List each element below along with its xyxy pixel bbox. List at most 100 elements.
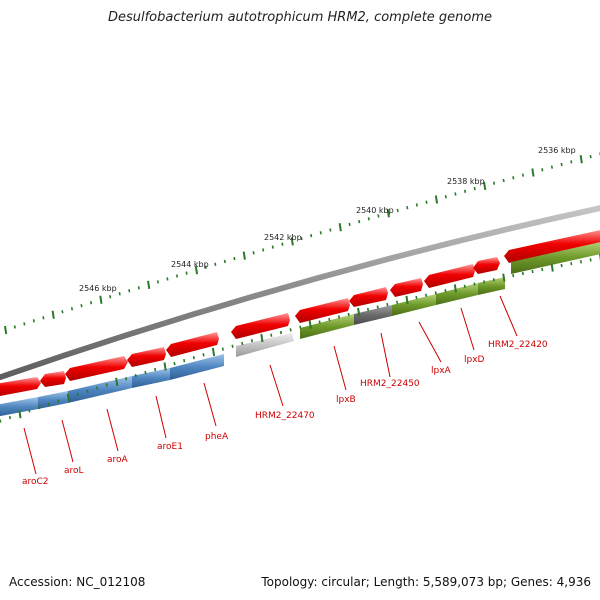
inner-tick	[550, 263, 554, 272]
ruler-tick	[137, 286, 140, 290]
gene-label-HRM2_22450[interactable]: HRM2_22450	[360, 379, 420, 389]
ruler-tick	[483, 181, 487, 191]
ruler-tick	[560, 162, 563, 167]
ruler-tick	[541, 168, 544, 172]
inner-tick	[183, 358, 186, 363]
forward-gene[interactable]	[166, 332, 219, 357]
reverse-gene-aroA[interactable]	[68, 376, 132, 403]
forward-gene[interactable]	[504, 229, 600, 263]
ruler-tick	[579, 155, 583, 164]
ruler-tick	[89, 301, 93, 305]
reverse-gene-aroC2[interactable]	[0, 397, 38, 417]
callout-line-HRM2_22450	[380, 332, 391, 378]
forward-gene[interactable]	[127, 347, 166, 367]
ruler-tick	[521, 173, 525, 177]
tick-label-2538: 2538 kbp	[447, 177, 485, 186]
ruler-tick	[4, 325, 8, 335]
reverse-gene-HRM2_22420[interactable]	[478, 277, 505, 295]
ruler-tick	[415, 203, 418, 207]
inner-tick	[483, 280, 486, 284]
reverse-gene-aroE1[interactable]	[132, 368, 170, 388]
inner-tick	[386, 302, 389, 307]
inner-tick	[250, 339, 253, 343]
gene-label-aroA[interactable]: aroA	[107, 455, 129, 465]
inner-tick	[115, 377, 119, 386]
callout-line-lpxB	[333, 345, 347, 391]
reverse-gene-HRM2_22470[interactable]	[236, 333, 294, 357]
inner-tick	[318, 320, 321, 324]
inner-tick	[308, 320, 312, 329]
tick-label-2544: 2544 kbp	[171, 260, 209, 269]
inner-tick	[95, 386, 99, 390]
inner-tick	[221, 347, 224, 351]
inner-tick	[125, 377, 128, 381]
inner-tick	[260, 333, 264, 343]
ruler-tick	[51, 310, 55, 319]
ruler-tick	[175, 274, 179, 278]
reverse-gene-lpxB[interactable]	[300, 314, 354, 339]
reverse-gene-HRM2_22450[interactable]	[354, 305, 392, 325]
map-title: Desulfobacterium autotrophicum HRM2, com…	[107, 10, 493, 25]
inner-tick	[28, 409, 31, 413]
forward-strand-genes	[0, 229, 600, 397]
inner-tick	[105, 383, 108, 387]
reverse-gene-aroL[interactable]	[38, 391, 68, 409]
inner-tick	[154, 367, 157, 372]
gene-label-pheA[interactable]: pheA	[205, 432, 229, 442]
inner-tick	[337, 315, 341, 319]
inner-tick	[473, 282, 476, 286]
forward-gene[interactable]	[349, 287, 388, 307]
reverse-gene-lpxA[interactable]	[392, 294, 436, 316]
reverse-strand-genes	[0, 241, 600, 417]
gene-label-lpxA[interactable]: lpxA	[431, 366, 452, 376]
inner-tick	[76, 392, 79, 397]
ruler-tick	[434, 195, 439, 204]
inner-tick	[0, 419, 2, 423]
gene-label-aroL[interactable]: aroL	[64, 466, 84, 476]
ruler-tick	[473, 186, 476, 191]
gene-label-HRM2_22420[interactable]: HRM2_22420	[488, 340, 548, 350]
gene-label-lpxD[interactable]: lpxD	[464, 355, 485, 365]
ruler-tick	[396, 208, 399, 213]
ruler-tick	[32, 319, 35, 323]
gene-label-lpxB[interactable]: lpxB	[336, 395, 356, 405]
gene-label-aroC2[interactable]: aroC2	[22, 477, 49, 487]
callout-line-HRM2_22420	[499, 295, 518, 337]
forward-gene[interactable]	[40, 371, 66, 387]
ruler-tick	[13, 325, 16, 329]
ruler-tick	[502, 178, 505, 183]
callout-line-aroC2	[23, 427, 37, 475]
ruler-tick	[80, 304, 83, 308]
forward-gene[interactable]	[424, 264, 475, 288]
reverse-gene-pheA[interactable]	[170, 354, 224, 380]
gene-label-aroE1[interactable]: aroE1	[157, 442, 183, 452]
reverse-gene[interactable]	[511, 241, 600, 274]
forward-gene[interactable]	[295, 298, 350, 323]
ruler-tick	[204, 265, 207, 269]
ruler-tick-labels: 2536 kbp 2538 kbp 2540 kbp 2542 kbp 2544…	[79, 146, 576, 293]
gene-label-HRM2_22470[interactable]: HRM2_22470	[255, 411, 315, 421]
inner-tick	[415, 295, 418, 300]
inner-tick	[357, 307, 361, 317]
tick-label-2536: 2536 kbp	[538, 146, 576, 155]
ruler-tick	[358, 219, 361, 224]
forward-gene[interactable]	[0, 377, 41, 397]
forward-gene[interactable]	[390, 278, 423, 297]
ruler-tick	[454, 192, 457, 196]
reverse-gene-lpxD[interactable]	[436, 283, 478, 305]
inner-tick	[66, 393, 70, 402]
callout-line-aroE1	[155, 395, 167, 439]
ruler-tick	[377, 214, 380, 218]
ruler-tick	[147, 280, 151, 290]
ruler-tick	[156, 280, 159, 284]
ruler-tick	[128, 289, 131, 293]
forward-gene[interactable]	[473, 257, 500, 274]
forward-gene[interactable]	[65, 356, 128, 381]
forward-gene[interactable]	[231, 313, 290, 339]
genome-backbone	[0, 205, 600, 381]
inner-tick	[163, 362, 167, 371]
ruler-tick	[242, 251, 246, 260]
ruler-tick	[166, 277, 169, 281]
ruler-tick	[252, 251, 255, 255]
